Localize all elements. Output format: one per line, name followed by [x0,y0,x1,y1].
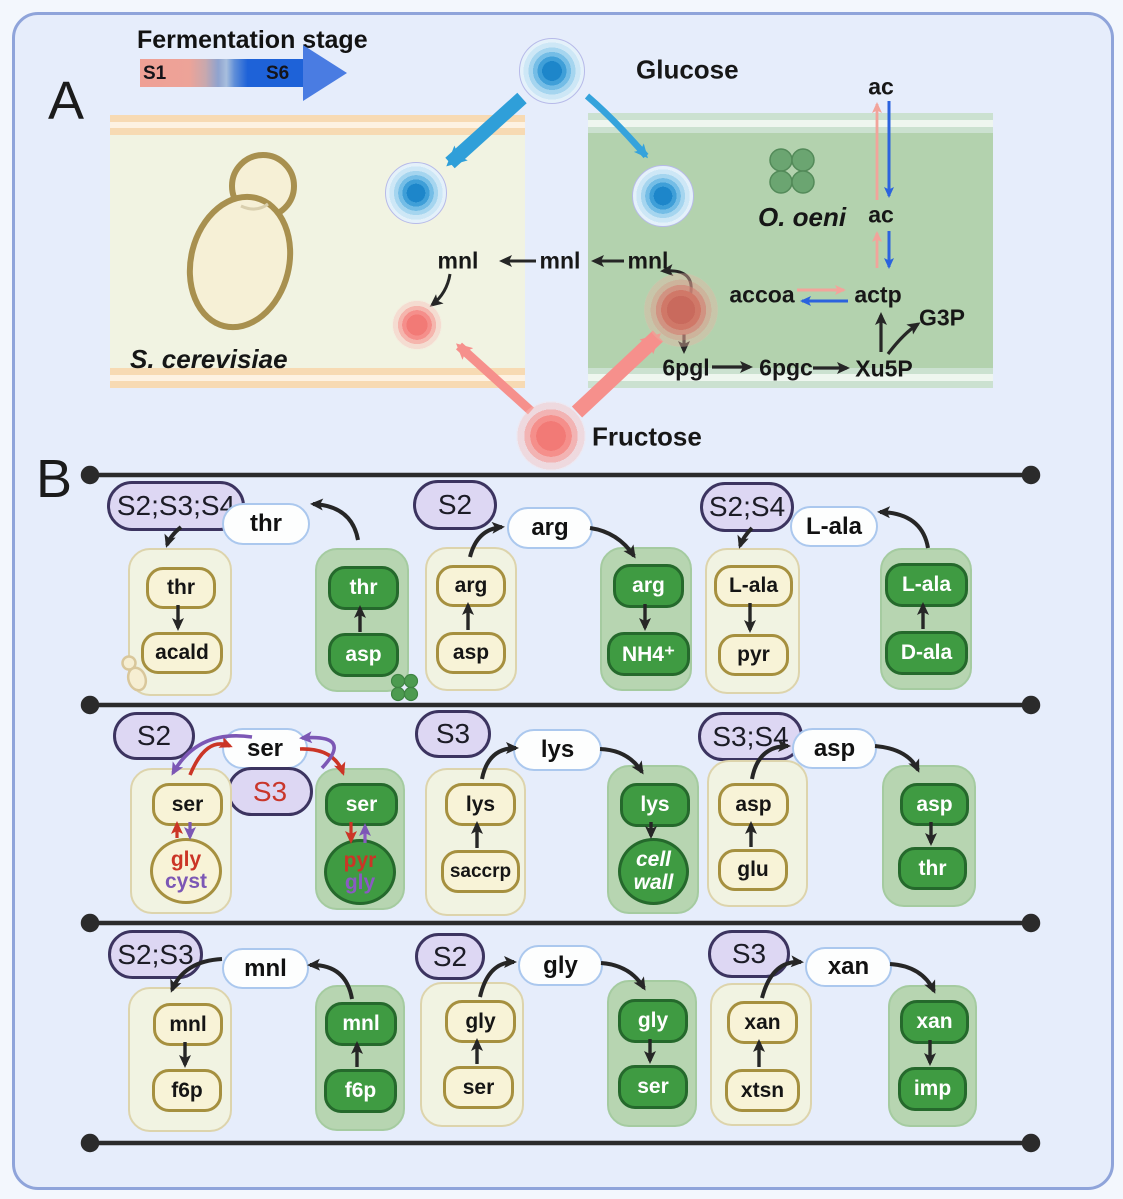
exchange-metabolite-pill: thr [222,503,310,545]
stage-badge: S2 [413,480,497,530]
yeast-metabolite: gly [445,1000,516,1043]
stage-badge-s3: S3 [227,767,313,816]
ac-extracellular-label: ac [868,73,894,100]
alt-metabolite-red: gly [170,847,202,871]
yeast-species-label: S. cerevisiae [130,344,288,374]
6pgc-label: 6pgc [759,354,813,381]
oeni-metabolite: arg [613,564,684,608]
oeni-metabolite: NH4⁺ [607,632,690,676]
glucose-dot-in-oeni [632,165,694,227]
yeast-metabolite: asp [718,783,789,826]
glucose-molecule-dot [519,38,585,104]
yeast-metabolite: ser [152,783,223,826]
glucose-label: Glucose [636,54,739,85]
yeast-metabolite: asp [436,632,506,674]
yeast-metabolite: saccrp [441,850,520,893]
oeni-metabolite: thr [328,566,399,610]
oeni-metabolite: D-ala [885,631,968,675]
fructose-dot-in-yeast [392,300,442,350]
exchange-metabolite-pill: lys [513,729,602,771]
yeast-metabolite: ser [443,1066,514,1109]
mnl-label-yeast: mnl [437,247,479,274]
oeni-metabolite: mnl [325,1002,397,1046]
g3p-label: G3P [918,304,966,331]
fructose-label: Fructose [592,421,702,452]
oeni-species-label: O. oeni [758,202,847,232]
yeast-metabolite: xan [727,1001,798,1044]
stage-badge: S2 [113,712,195,760]
yeast-metabolite: arg [436,565,506,607]
exchange-metabolite-pill: asp [792,728,877,769]
panel-b-label: B [36,449,73,509]
actp-label: actp [854,281,902,308]
oeni-metabolite: thr [898,847,967,890]
stage-badge: S2 [415,933,485,980]
alt-metabolite-purple: cyst [164,870,208,893]
oeni-alt-metabolites: pyr gly [324,839,396,905]
stage-badge: S2;S4 [700,482,794,532]
fructose-molecule-dot [516,401,586,471]
cell-wall-label: cell wall [633,848,674,894]
yeast-cell-compartment [110,115,525,388]
yeast-alt-metabolites: gly cyst [150,838,222,904]
fermentation-gradient-bar [140,59,303,87]
accoa-label: accoa [729,281,795,308]
mnl-label-oeni: mnl [627,247,669,274]
fermentation-gradient-arrowhead-icon [303,45,347,101]
yeast-metabolite: xtsn [725,1069,800,1112]
xu5p-label: Xu5P [855,355,913,382]
panel-a-label: A [48,71,85,131]
oeni-metabolite: ser [325,783,398,826]
exchange-metabolite-pill: mnl [222,948,309,989]
oeni-metabolite: lys [620,783,690,827]
exchange-metabolite-pill: ser [222,728,308,769]
oeni-cellwall-sink: cell wall [618,838,689,905]
ac-intracellular-label: ac [868,201,894,228]
yeast-metabolite: glu [718,849,788,891]
exchange-metabolite-pill: gly [518,945,603,986]
oeni-metabolite: ser [618,1065,688,1109]
exchange-metabolite-pill: xan [805,947,892,987]
alt-metabolite-red: pyr [343,848,377,872]
exchange-metabolite-pill: L-ala [790,506,878,547]
yeast-metabolite: pyr [718,634,789,676]
stage-badge: S3 [415,710,491,758]
oeni-metabolite: imp [898,1067,967,1111]
legend-start-tick: S1 [143,63,167,84]
yeast-metabolite: mnl [153,1003,223,1046]
glucose-dot-in-yeast [385,162,447,224]
exchange-metabolite-pill: arg [507,507,593,549]
6pgl-label: 6pgl [662,354,710,381]
oeni-metabolite: asp [900,783,969,826]
legend-end-tick: S6 [266,63,290,84]
mnl-label-extracellular: mnl [539,247,581,274]
oeni-metabolite: f6p [324,1069,397,1113]
yeast-metabolite: lys [445,783,516,826]
oeni-metabolite: gly [618,999,688,1043]
yeast-metabolite: L-ala [714,565,793,607]
stage-badge: S3 [708,930,790,978]
oeni-metabolite: L-ala [885,563,968,607]
oeni-metabolite: xan [900,1000,969,1044]
oeni-metabolite: asp [328,633,399,677]
stage-badge: S2;S3 [108,930,203,979]
stage-badge: S3;S4 [698,712,803,761]
yeast-metabolite: f6p [152,1069,222,1112]
yeast-metabolite: thr [146,567,216,609]
yeast-metabolite: acald [141,632,223,674]
fructose-dot-in-oeni [644,273,718,347]
alt-metabolite-purple: gly [344,871,376,894]
